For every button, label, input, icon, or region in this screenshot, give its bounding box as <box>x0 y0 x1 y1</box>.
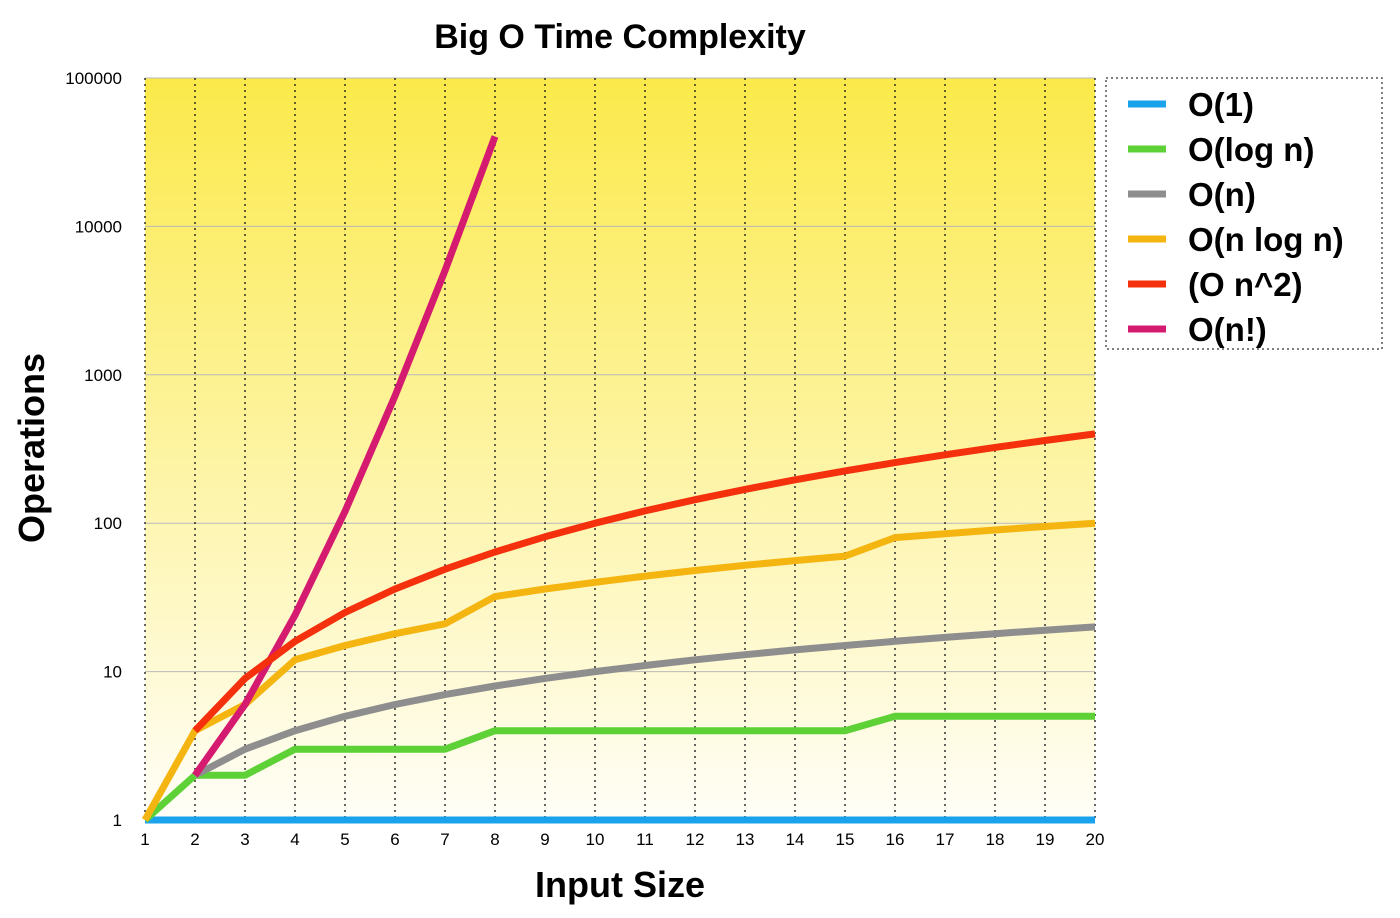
x-tick-label: 2 <box>190 830 199 849</box>
series-lines <box>141 135 1096 824</box>
y-tick-label: 100000 <box>65 69 122 88</box>
x-tick-label: 4 <box>290 830 299 849</box>
y-tick-label: 1 <box>113 811 122 830</box>
y-tick-label: 1000 <box>84 366 122 385</box>
y-tick-label: 10000 <box>75 217 122 236</box>
y-tick-label: 10 <box>103 663 122 682</box>
x-tick-label: 14 <box>786 830 805 849</box>
y-axis-title: Operations <box>11 353 52 543</box>
x-tick-label: 8 <box>490 830 499 849</box>
x-tick-label: 5 <box>340 830 349 849</box>
legend-label-o-n: O(n) <box>1188 176 1256 213</box>
x-tick-label: 12 <box>686 830 705 849</box>
legend-label-o-n-log-n: O(n log n) <box>1188 221 1344 258</box>
x-tick-label: 20 <box>1086 830 1105 849</box>
x-tick-label: 17 <box>936 830 955 849</box>
chart-title: Big O Time Complexity <box>434 18 806 56</box>
vertical-gridlines <box>144 78 1096 820</box>
series-line-o-n-log-n <box>141 519 1096 822</box>
x-tick-labels: 1 2 3 4 5 6 7 8 9 10 11 12 13 14 15 16 17 18 19 20 <box>140 830 1104 849</box>
legend-box <box>1105 77 1383 350</box>
series-line-o-log-n <box>142 712 1095 823</box>
legend-label-o-log-n: O(log n) <box>1188 131 1314 168</box>
series-line-o-n <box>192 135 499 778</box>
legend: O(1) O(log n) O(n) O(n log n) (O n^2) O(n!) <box>1105 77 1383 350</box>
x-tick-label: 6 <box>390 830 399 849</box>
legend-label-o-1: O(1) <box>1188 86 1254 123</box>
x-tick-label: 18 <box>986 830 1005 849</box>
legend-label-o-n: O(n!) <box>1188 311 1267 348</box>
x-tick-label: 15 <box>836 830 855 849</box>
horizontal-gridlines <box>145 77 1095 673</box>
x-tick-label: 16 <box>886 830 905 849</box>
x-tick-label: 13 <box>736 830 755 849</box>
y-tick-labels: 1 10 100 1000 10000 100000 <box>65 69 122 830</box>
x-axis-title: Input Size <box>535 864 705 905</box>
x-tick-label: 3 <box>240 830 249 849</box>
x-tick-label: 7 <box>440 830 449 849</box>
x-tick-label: 9 <box>540 830 549 849</box>
plot-area <box>145 78 1095 820</box>
x-tick-label: 11 <box>636 830 654 849</box>
x-tick-label: 19 <box>1036 830 1055 849</box>
x-tick-label: 10 <box>586 830 605 849</box>
y-tick-label: 100 <box>94 514 122 533</box>
x-tick-label: 1 <box>140 830 149 849</box>
legend-label-o-n-2: (O n^2) <box>1188 266 1303 303</box>
series-line-o-n-2 <box>192 430 1096 734</box>
series-line-o-n <box>193 623 1096 779</box>
